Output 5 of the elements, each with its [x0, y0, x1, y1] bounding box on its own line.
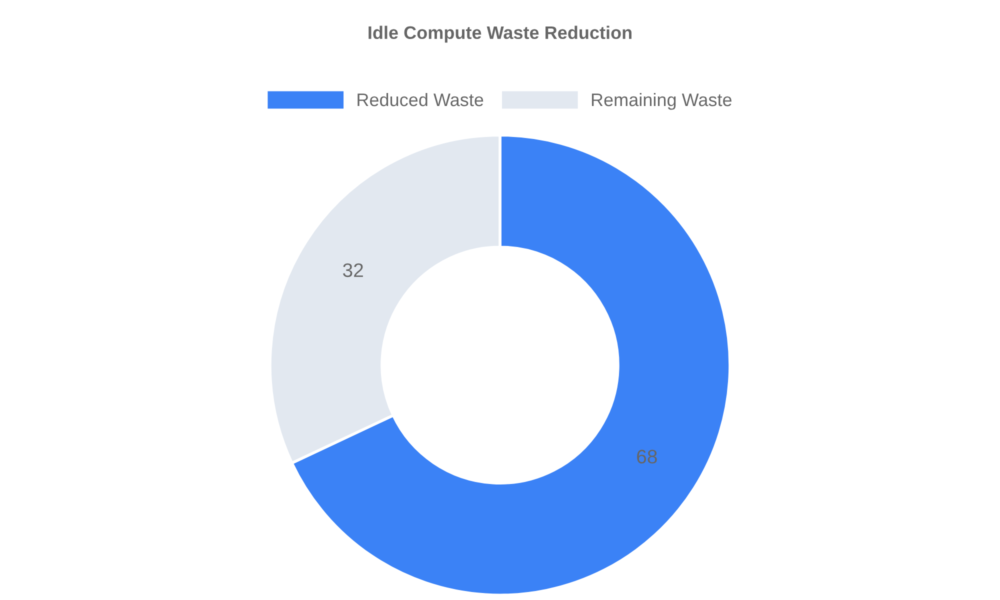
chart-title: Idle Compute Waste Reduction — [368, 26, 632, 43]
legend-label: Remaining Waste — [592, 92, 732, 110]
legend-label: Reduced Waste — [358, 92, 484, 106]
data-label: 68 — [637, 450, 657, 464]
data-label: 32 — [343, 263, 363, 278]
